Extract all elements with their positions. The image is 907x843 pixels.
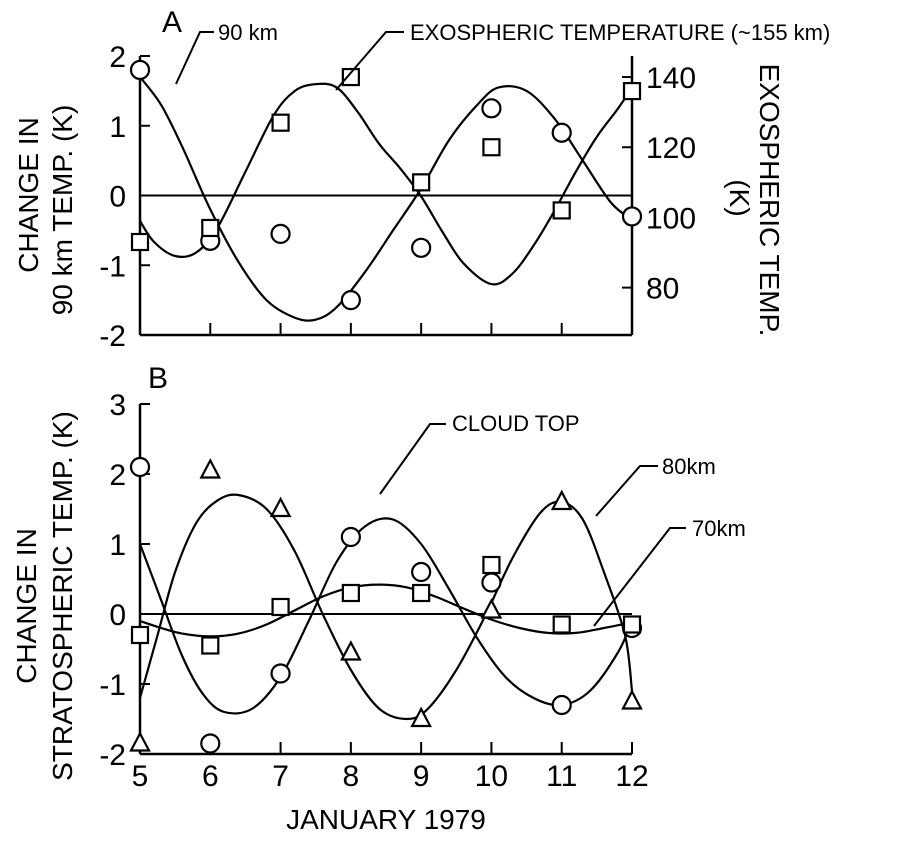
annotation-cloud-top: CLOUD TOP	[452, 411, 580, 436]
panel-a-point-exospheric	[341, 67, 360, 87]
panel-b-point-80km	[480, 598, 503, 619]
annotation-exo-leader	[335, 31, 404, 91]
panel-a-right-ylabel-line2: (K)	[724, 179, 755, 216]
panel-b-point-80km	[550, 489, 573, 511]
panel-b-point-70km	[552, 615, 571, 634]
panel-b-fit-curve-80km	[138, 493, 634, 721]
panel-b-left-tick-label: 0	[109, 599, 126, 632]
panel-a-point-exospheric	[201, 218, 220, 238]
panel-b-point-70km	[622, 615, 642, 634]
panel-b-point-80km	[269, 496, 292, 518]
panel-a-point-90km	[551, 122, 572, 143]
panel-a-fit-curves	[139, 76, 633, 322]
panel-a-point-90km	[621, 206, 643, 227]
panel-b-point-80km	[340, 640, 362, 661]
panel-a-left-tick-label: 0	[109, 181, 126, 214]
annotation-80km: 80km	[662, 454, 716, 479]
panel-b-ylabel-line2: STRATOSPHERIC TEMP. (K)	[47, 411, 78, 781]
panel-b-markers	[129, 456, 643, 754]
panel-b-x-tick-label: 7	[272, 760, 289, 793]
panel-a-point-90km	[411, 237, 432, 258]
panel-a-label: A	[162, 6, 182, 39]
panel-a-point-exospheric	[271, 113, 290, 132]
panel-a-fit-curve-exospheric	[139, 82, 633, 286]
panel-b-left-tick-label: -2	[99, 739, 126, 772]
panel-b-point-70km	[271, 597, 290, 617]
panel-b-left-tick-label: -1	[99, 669, 126, 702]
panel-b-x-tick-label: 8	[343, 760, 360, 793]
panel-a-right-tick-label: 100	[646, 202, 696, 235]
panel-a-markers	[129, 59, 643, 311]
panel-a-point-90km	[270, 223, 291, 244]
panel-b-x-tick-label: 12	[615, 760, 648, 793]
panel-a-point-90km	[340, 290, 361, 311]
panel-a-point-90km	[129, 59, 151, 81]
panel-b-x-tick-label: 5	[132, 760, 149, 793]
panel-a-left-tick-label: -1	[99, 250, 126, 283]
panel-a-ticks: -2 -1 0 1 2 80 100 120 140	[99, 41, 696, 353]
panel-b-xlabel: JANUARY 1979	[286, 804, 486, 835]
panel-b-point-cloud-top	[270, 663, 291, 684]
annotation-90km: 90 km	[218, 20, 278, 45]
panel-b-point-80km	[410, 706, 432, 728]
panel-b-x-tick-label: 11	[546, 760, 577, 793]
panel-b-point-70km	[341, 583, 360, 603]
annotation-cloud-top-leader	[379, 423, 446, 495]
panel-b-x-tick-label: 6	[202, 760, 219, 793]
annotation-70km-leader	[593, 527, 686, 627]
panel-a-fit-curve-90km	[139, 76, 633, 322]
panel-b-point-70km	[412, 583, 431, 603]
panel-a-point-exospheric	[130, 232, 150, 252]
annotation-80km-leader	[595, 465, 658, 517]
annotation-90km-leader	[175, 31, 214, 85]
panel-b-point-80km	[199, 458, 222, 479]
panel-b-left-tick-label: 3	[109, 389, 126, 422]
panel-a-point-90km	[481, 98, 502, 119]
panel-b-point-cloud-top	[551, 694, 572, 716]
panel-a-ylabel-line2: 90 km TEMP. (K)	[47, 105, 78, 316]
panel-a-left-tick-label: -2	[99, 320, 126, 353]
panel-a-point-exospheric	[622, 81, 642, 101]
panel-a-left-tick-label: 1	[109, 111, 126, 144]
panel-b-point-cloud-top	[340, 526, 361, 548]
panel-b-left-tick-label: 1	[109, 529, 126, 562]
panel-b-point-cloud-top	[129, 456, 151, 478]
annotation-exospheric: EXOSPHERIC TEMPERATURE (~155 km)	[410, 20, 830, 45]
panel-a-point-exospheric	[552, 201, 571, 220]
panel-b-fit-curves	[138, 493, 634, 721]
panel-b-ylabel-line1: CHANGE IN	[11, 528, 42, 684]
panel-b-point-80km	[129, 731, 151, 752]
panel-b-point-80km	[621, 689, 643, 710]
panel-a-ylabel-line1: CHANGE IN	[13, 117, 44, 273]
panel-b-point-cloud-top	[411, 561, 432, 583]
panel-b-point-70km	[201, 636, 220, 655]
panel-a: A -2 -1 0 1 2 80 100 120 140 CHANGE IN 90 km TEM…	[13, 6, 830, 353]
panel-b-label: B	[148, 362, 168, 395]
panel-b-point-70km	[130, 625, 150, 645]
panel-a-right-tick-label: 140	[646, 62, 696, 95]
panel-a-right-ylabel-line1: EXOSPHERIC TEMP.	[754, 64, 785, 337]
panel-a-right-tick-label: 80	[646, 273, 679, 306]
annotation-70km: 70km	[692, 516, 746, 541]
panel-a-left-tick-label: 2	[109, 41, 126, 74]
panel-a-point-exospheric	[482, 138, 501, 157]
panel-b-point-70km	[482, 555, 501, 575]
panel-a-right-tick-label: 120	[646, 132, 696, 165]
panel-b-x-tick-label: 10	[475, 760, 508, 793]
panel-b-point-cloud-top	[200, 733, 221, 754]
panel-b-left-tick-label: 2	[109, 459, 126, 492]
panel-a-point-exospheric	[412, 173, 431, 192]
panel-b-x-tick-label: 9	[413, 760, 430, 793]
panel-b-point-cloud-top	[481, 572, 502, 593]
